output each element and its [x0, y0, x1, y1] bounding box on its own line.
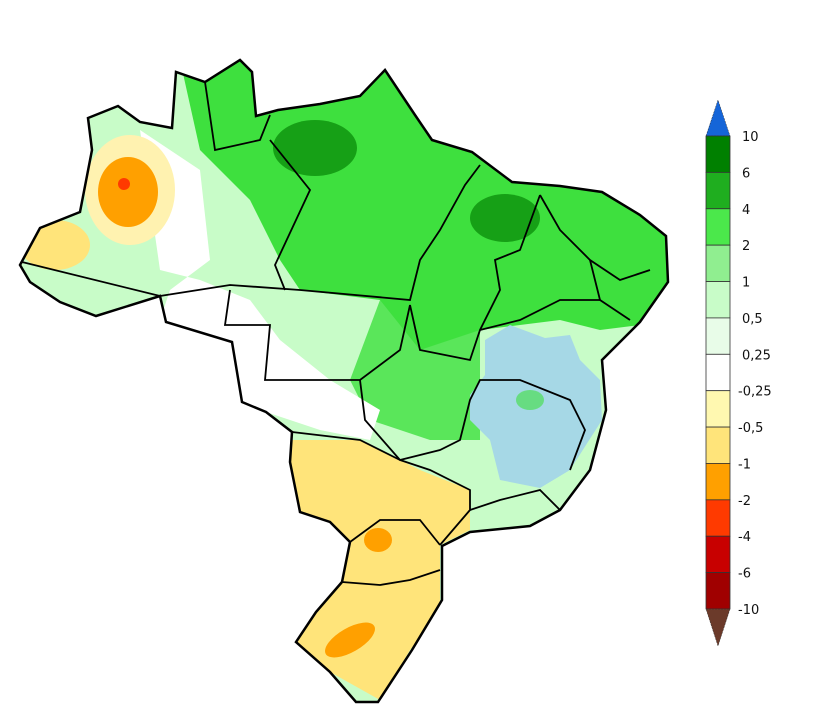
legend-label: 2	[742, 239, 750, 254]
legend-band	[705, 390, 731, 428]
red-anomaly-spot	[118, 178, 130, 190]
legend-band	[705, 135, 731, 173]
legend-band	[705, 317, 731, 355]
green-anomaly-center	[350, 300, 480, 440]
legend-label: 0,25	[742, 348, 771, 363]
legend-label: -1	[738, 457, 751, 472]
orange-anomaly-rs	[325, 622, 375, 658]
legend-label: 1	[742, 276, 750, 291]
orange-anomaly-core	[98, 157, 158, 227]
legend-label: 4	[742, 203, 750, 218]
state-borders	[21, 81, 651, 586]
legend-band	[705, 171, 731, 210]
legend-band	[705, 535, 731, 574]
legend-band	[705, 208, 731, 246]
legend-band	[705, 463, 731, 501]
legend-band	[705, 499, 731, 537]
legend-band	[705, 353, 731, 392]
legend-label: -2	[738, 494, 751, 509]
legend-bottom-arrow	[705, 608, 731, 647]
legend-top-arrow	[705, 99, 731, 137]
legend-band	[705, 426, 731, 464]
white-area-west	[140, 130, 380, 440]
legend-label: -6	[738, 567, 751, 582]
legend-label: 10	[742, 130, 759, 145]
green-spot-in-bahia	[516, 390, 544, 410]
yellow-anomaly-south	[285, 440, 470, 700]
legend-band	[705, 244, 731, 282]
legend-label: -0,25	[738, 385, 772, 400]
dark-green-blob-para	[273, 120, 357, 176]
dark-green-blob-maranhao	[470, 194, 540, 242]
legend-label: -0,5	[738, 421, 763, 436]
legend-label: 0,5	[742, 312, 763, 327]
orange-anomaly-parana	[364, 528, 392, 552]
legend-label: -4	[738, 530, 751, 545]
legend-label: 6	[742, 166, 750, 181]
legend-band	[705, 572, 731, 610]
legend-band	[705, 281, 731, 319]
legend-label: -10	[738, 603, 759, 618]
